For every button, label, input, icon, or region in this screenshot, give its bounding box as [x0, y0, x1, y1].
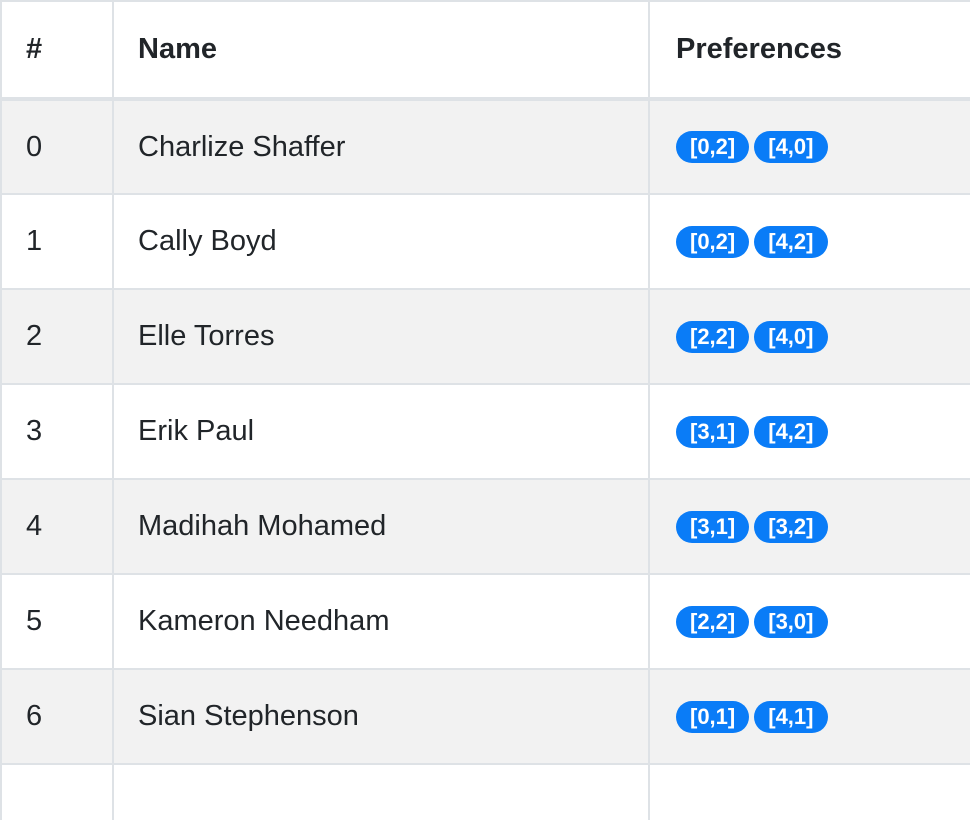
row-index: 5 — [0, 573, 114, 670]
row-name: Charlize Shaffer — [112, 98, 650, 195]
table-row-partial — [0, 763, 970, 820]
row-name: Madihah Mohamed — [112, 478, 650, 575]
preference-badge: [3,2] — [754, 510, 828, 543]
row-name: Cally Boyd — [112, 193, 650, 290]
preference-badge: [2,2] — [676, 605, 750, 638]
preference-badge: [2,2] — [676, 320, 750, 353]
row-preferences: [0,2] [4,2] — [648, 193, 970, 290]
row-preferences: [0,2] [4,0] — [648, 98, 970, 195]
preference-badge: [4,1] — [754, 700, 828, 733]
preference-badge: [0,2] — [676, 225, 750, 258]
row-index: 0 — [0, 98, 114, 195]
preference-badge: [3,1] — [676, 415, 750, 448]
row-preferences: [3,1] [4,2] — [648, 383, 970, 480]
preference-badge: [4,2] — [754, 225, 828, 258]
preference-badge: [4,0] — [754, 131, 828, 163]
row-index: 6 — [0, 668, 114, 765]
row-preferences: [0,1] [4,1] — [648, 668, 970, 765]
row-index — [0, 763, 114, 820]
table-row: 2 Elle Torres [2,2] [4,0] — [0, 288, 970, 385]
row-name: Erik Paul — [112, 383, 650, 480]
row-name: Elle Torres — [112, 288, 650, 385]
row-preferences — [648, 763, 970, 820]
row-name — [112, 763, 650, 820]
header-row: # Name Preferences — [0, 0, 970, 101]
table-header: # Name Preferences — [0, 0, 970, 101]
table-row: 0 Charlize Shaffer [0,2] [4,0] — [0, 98, 970, 195]
table-row: 4 Madihah Mohamed [3,1] [3,2] — [0, 478, 970, 575]
row-name: Kameron Needham — [112, 573, 650, 670]
table-body: 0 Charlize Shaffer [0,2] [4,0] 1 Cally B… — [0, 98, 970, 820]
preference-badge: [4,0] — [754, 320, 828, 353]
row-preferences: [3,1] [3,2] — [648, 478, 970, 575]
row-preferences: [2,2] [3,0] — [648, 573, 970, 670]
row-index: 4 — [0, 478, 114, 575]
row-index: 2 — [0, 288, 114, 385]
preference-badge: [0,2] — [676, 131, 750, 163]
table-row: 5 Kameron Needham [2,2] [3,0] — [0, 573, 970, 670]
preference-badge: [3,1] — [676, 510, 750, 543]
table-row: 1 Cally Boyd [0,2] [4,2] — [0, 193, 970, 290]
row-index: 3 — [0, 383, 114, 480]
header-name: Name — [112, 0, 650, 101]
header-preferences: Preferences — [648, 0, 970, 101]
row-preferences: [2,2] [4,0] — [648, 288, 970, 385]
table-row: 3 Erik Paul [3,1] [4,2] — [0, 383, 970, 480]
row-index: 1 — [0, 193, 114, 290]
header-index: # — [0, 0, 114, 101]
preference-badge: [0,1] — [676, 700, 750, 733]
row-name: Sian Stephenson — [112, 668, 650, 765]
table-row: 6 Sian Stephenson [0,1] [4,1] — [0, 668, 970, 765]
preference-badge: [4,2] — [754, 415, 828, 448]
preference-badge: [3,0] — [754, 605, 828, 638]
